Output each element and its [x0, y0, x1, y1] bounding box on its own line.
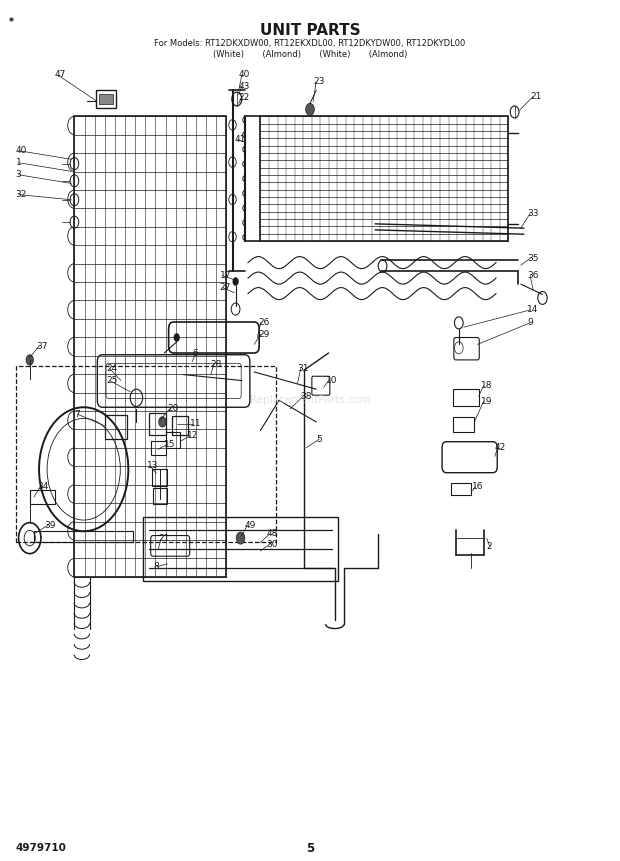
Text: 23: 23 — [313, 77, 324, 86]
Text: For Models: RT12DKXDW00, RT12EKXDL00, RT12DKYDW00, RT12DKYDL00: For Models: RT12DKXDW00, RT12EKXDL00, RT… — [154, 39, 466, 47]
Text: 27: 27 — [219, 283, 231, 292]
Text: 12: 12 — [187, 431, 198, 440]
Text: 31: 31 — [298, 364, 309, 373]
Text: 18: 18 — [480, 381, 492, 390]
Text: 36: 36 — [527, 271, 539, 280]
Bar — [99, 94, 113, 104]
Circle shape — [306, 103, 314, 115]
Text: 6: 6 — [192, 350, 198, 358]
Text: 42: 42 — [495, 443, 506, 452]
Text: 17: 17 — [219, 271, 231, 280]
Text: 19: 19 — [480, 397, 492, 406]
Text: 11: 11 — [190, 419, 202, 428]
Text: 8: 8 — [154, 562, 159, 571]
Text: 14: 14 — [527, 306, 538, 314]
Text: 9: 9 — [527, 319, 533, 327]
Text: 13: 13 — [147, 461, 159, 470]
Text: 1: 1 — [16, 158, 21, 167]
Text: 22: 22 — [239, 93, 250, 102]
Text: 26: 26 — [258, 318, 269, 326]
Text: 24: 24 — [107, 364, 118, 373]
Circle shape — [174, 333, 180, 342]
Text: 48: 48 — [267, 530, 278, 538]
Bar — [143, 517, 338, 581]
Circle shape — [159, 417, 166, 427]
Text: 40: 40 — [239, 71, 250, 79]
Text: 15: 15 — [164, 440, 176, 449]
Text: 29: 29 — [258, 330, 269, 338]
Text: 16: 16 — [472, 482, 484, 491]
Text: 21: 21 — [158, 535, 169, 543]
Circle shape — [26, 355, 33, 365]
Bar — [166, 432, 180, 448]
Text: 38: 38 — [300, 392, 312, 400]
Bar — [151, 441, 166, 455]
Bar — [451, 483, 471, 495]
Text: 30: 30 — [267, 540, 278, 548]
Text: 47: 47 — [55, 71, 66, 79]
Text: 40: 40 — [16, 146, 27, 155]
Text: 43: 43 — [239, 82, 250, 90]
Text: 21: 21 — [530, 92, 541, 101]
Bar — [105, 415, 127, 439]
Bar — [16, 366, 276, 542]
Text: 35: 35 — [527, 254, 539, 263]
Bar — [153, 488, 167, 504]
Bar — [30, 490, 55, 504]
Text: (White)       (Almond)       (White)       (Almond): (White) (Almond) (White) (Almond) — [213, 50, 407, 59]
Text: 28: 28 — [211, 360, 222, 369]
Bar — [453, 389, 479, 406]
Text: 5: 5 — [306, 841, 314, 855]
Text: UNIT PARTS: UNIT PARTS — [260, 22, 360, 38]
Text: 37: 37 — [36, 342, 48, 350]
Text: 32: 32 — [16, 190, 27, 199]
Bar — [74, 116, 226, 577]
Text: 49: 49 — [244, 521, 255, 530]
Circle shape — [236, 532, 245, 544]
Text: 7: 7 — [74, 410, 80, 418]
Text: 3: 3 — [16, 170, 21, 179]
Text: 39: 39 — [45, 521, 56, 530]
Bar — [96, 90, 116, 108]
Bar — [453, 417, 474, 432]
Text: 25: 25 — [107, 376, 118, 385]
Text: 41: 41 — [234, 135, 246, 144]
Text: 5: 5 — [316, 435, 322, 443]
Text: ReplacementParts.com: ReplacementParts.com — [250, 395, 370, 406]
Text: 20: 20 — [167, 404, 179, 412]
Text: 4979710: 4979710 — [16, 843, 66, 853]
Text: 2: 2 — [487, 542, 492, 551]
Text: 33: 33 — [527, 209, 539, 218]
Text: 34: 34 — [37, 482, 48, 491]
Bar — [172, 416, 188, 435]
Bar — [34, 531, 133, 542]
Bar — [149, 413, 166, 435]
Circle shape — [232, 277, 239, 286]
Bar — [152, 469, 167, 486]
Bar — [260, 116, 508, 241]
Text: 10: 10 — [326, 376, 337, 385]
